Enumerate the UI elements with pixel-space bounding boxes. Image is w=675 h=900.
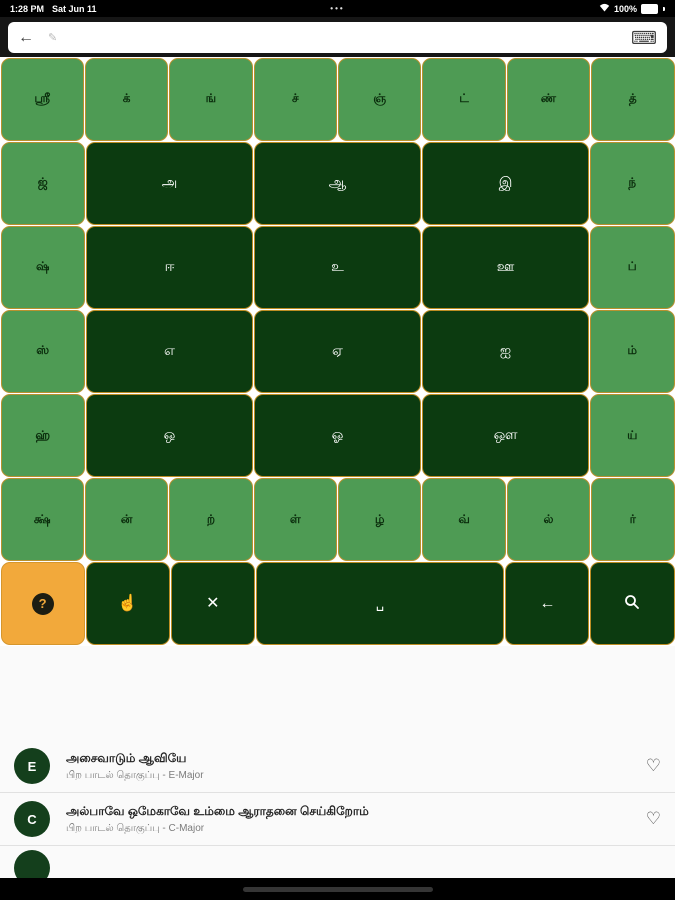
battery-icon-nub (663, 6, 665, 11)
key-nna[interactable]: ண் (506, 57, 591, 141)
search-key[interactable] (590, 562, 675, 646)
key-vowel-a[interactable]: அ (86, 141, 253, 225)
key-vowel-au[interactable]: ஔ (422, 394, 589, 478)
keyboard-row-actions: ? ☝ ✕ ␣ ← (0, 562, 675, 646)
close-icon: ✕ (206, 594, 220, 612)
search-hint-icon: ✎ (48, 32, 58, 44)
key-ka[interactable]: க் (84, 57, 169, 141)
key-lzha[interactable]: ழ் (338, 478, 422, 562)
key-sa[interactable]: ஸ் (0, 309, 85, 394)
song-results-panel: E அசைவாடும் ஆவியே பிற பாடல் தொகுப்பு - E… (0, 646, 675, 878)
favorite-heart-icon[interactable]: ♡ (645, 756, 661, 775)
status-bar: 1:28 PM Sat Jun 11 ••• 100% (0, 0, 675, 17)
key-vowel-e[interactable]: எ (86, 309, 253, 394)
home-indicator[interactable] (242, 886, 433, 892)
key-ra[interactable]: ர் (591, 478, 675, 562)
key-vowel-u[interactable]: உ (254, 225, 421, 309)
song-title: அசைவாடும் ஆவியே (66, 750, 187, 765)
help-key[interactable]: ? (0, 562, 85, 646)
key-ma[interactable]: ம் (590, 309, 675, 394)
song-list-item-1[interactable]: E அசைவாடும் ஆவியே பிற பாடல் தொகுப்பு - E… (0, 740, 675, 793)
key-vowel-oo[interactable]: ஓ (254, 394, 421, 478)
key-nga[interactable]: ங் (169, 57, 253, 141)
backspace-icon: ← (539, 594, 556, 612)
wifi-icon (599, 3, 610, 14)
key-vowel-ii[interactable]: ஈ (86, 225, 253, 309)
search-icon (623, 593, 641, 614)
key-ca[interactable]: ச் (253, 57, 337, 141)
help-icon: ? (31, 592, 54, 615)
key-sri[interactable]: ஸ்ரீ (0, 57, 84, 141)
search-strip: ← ✎ ⌨ (0, 17, 675, 57)
song-list-item-2[interactable]: C அல்பாவே ஒமேகாவே உம்மை ஆராதனை செய்கிறோம… (0, 793, 675, 846)
thumb-key[interactable]: ☝ (85, 562, 170, 646)
space-icon: ␣ (375, 596, 385, 612)
song-list-item-partial[interactable] (0, 846, 675, 878)
key-ya[interactable]: ய் (590, 394, 675, 478)
status-date: Sat Jun 11 (52, 3, 97, 14)
song-subtitle: பிற பாடல் தொகுப்பு - C-Major (66, 822, 205, 834)
key-nya[interactable]: ஞ் (338, 57, 422, 141)
key-ja[interactable]: ஜ் (0, 141, 85, 225)
key-na[interactable]: ந் (590, 141, 675, 225)
keyboard-row-5: ஹ் ஒ ஓ ஔ ய் (0, 394, 675, 478)
song-key-avatar (14, 850, 50, 878)
tamil-keyboard: ஸ்ரீ க் ங் ச் ஞ் ட் ண் த் ஜ் அ ஆ இ ந் ஷ்… (0, 57, 675, 646)
song-key-avatar: E (14, 748, 50, 784)
status-time: 1:28 PM (10, 3, 45, 14)
keyboard-row-4: ஸ் எ ஏ ஐ ம் (0, 309, 675, 394)
key-la[interactable]: ல் (506, 478, 591, 562)
key-ha[interactable]: ஹ் (0, 394, 85, 478)
key-rra[interactable]: ற் (169, 478, 253, 562)
battery-icon (641, 3, 658, 14)
thumb-icon: ☝ (117, 594, 138, 612)
key-ksha[interactable]: க்ஷ் (0, 478, 84, 562)
space-key[interactable]: ␣ (255, 562, 505, 646)
key-vowel-uu[interactable]: ஊ (422, 225, 589, 309)
key-lla[interactable]: ள் (253, 478, 337, 562)
key-va[interactable]: வ் (422, 478, 506, 562)
key-vowel-i[interactable]: இ (422, 141, 589, 225)
clear-key[interactable]: ✕ (170, 562, 255, 646)
song-list: E அசைவாடும் ஆவியே பிற பாடல் தொகுப்பு - E… (0, 740, 675, 878)
keyboard-row-2: ஜ் அ ஆ இ ந் (0, 141, 675, 225)
key-vowel-aa[interactable]: ஆ (254, 141, 421, 225)
favorite-heart-icon[interactable]: ♡ (645, 809, 661, 828)
keyboard-hide-icon[interactable]: ⌨ (631, 27, 657, 48)
song-key-avatar: C (14, 801, 50, 837)
key-ssa[interactable]: ஷ் (0, 225, 85, 309)
keyboard-row-1: ஸ்ரீ க் ங் ச் ஞ் ட் ண் த் (0, 57, 675, 141)
key-vowel-o[interactable]: ஒ (86, 394, 253, 478)
back-icon[interactable]: ← (18, 28, 34, 46)
key-ta[interactable]: த் (591, 57, 675, 141)
key-nnna[interactable]: ன் (84, 478, 169, 562)
keyboard-row-6: க்ஷ் ன் ற் ள் ழ் வ் ல் ர் (0, 478, 675, 562)
key-tta[interactable]: ட் (422, 57, 506, 141)
keyboard-row-3: ஷ் ஈ உ ஊ ப் (0, 225, 675, 309)
key-pa[interactable]: ப் (590, 225, 675, 309)
backspace-key[interactable]: ← (505, 562, 590, 646)
song-subtitle: பிற பாடல் தொகுப்பு - E-Major (66, 769, 204, 781)
key-vowel-ai[interactable]: ஐ (422, 309, 589, 394)
song-title: அல்பாவே ஒமேகாவே உம்மை ஆராதனை செய்கிறோம் (66, 803, 369, 818)
bottom-nav-bar (0, 878, 675, 900)
key-vowel-ee[interactable]: ஏ (254, 309, 421, 394)
battery-percent: 100% (613, 3, 637, 14)
status-center-dots: ••• (330, 4, 345, 13)
search-input[interactable]: ← ✎ ⌨ (8, 22, 667, 53)
